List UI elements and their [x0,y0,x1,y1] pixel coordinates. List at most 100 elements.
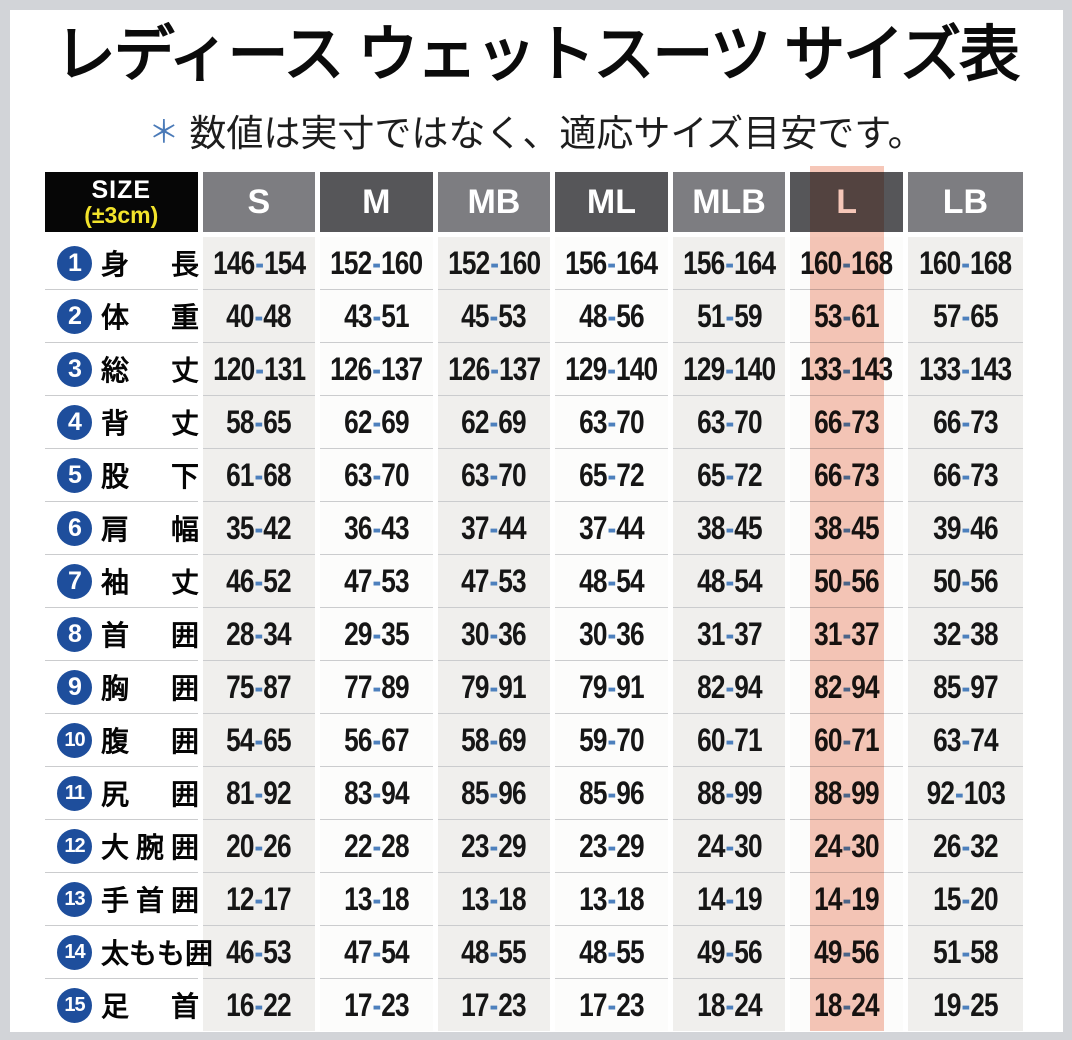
size-cell: 20-26 [197,819,318,873]
size-cell: 66-73 [902,395,1023,449]
column-header-M: M [315,172,436,237]
range-dash: - [842,562,852,599]
size-cell: 63-70 [667,395,788,449]
value-range: 129-140 [682,350,776,387]
value-range: 23-29 [461,827,527,864]
range-dash: - [607,880,617,917]
size-cell: 38-45 [785,501,906,555]
size-cell: 82-94 [667,660,788,714]
table-row: 1 身長 146-154 152-160 152-160 156-164 156-164 16… [45,234,1023,290]
row-label: 太もも囲 [101,938,214,969]
size-cell: 24-30 [785,819,906,873]
size-cell: 48-55 [432,925,553,979]
value-range: 47-53 [344,562,409,599]
value-range: 24-30 [696,827,762,864]
row-label: 袖丈 [101,567,199,598]
range-dash: - [725,668,734,705]
size-cell: 60-71 [667,713,788,767]
range-dash: - [961,456,970,493]
size-cell: 46-52 [197,554,318,608]
range-dash: - [489,774,499,811]
range-dash: - [725,403,734,440]
size-cell: 30-36 [432,607,553,661]
value-range: 18-24 [696,986,762,1023]
row-label: 足首 [101,991,199,1022]
range-dash: - [842,721,852,758]
size-cell: 126-137 [315,342,436,396]
row-number-badge: 9 [57,669,92,705]
size-cell: 75-87 [197,660,318,714]
value-range: 65-72 [579,456,644,493]
size-note: ＊ 数値は実寸ではなく、適応サイズ目安です。 [10,103,1063,157]
range-dash: - [961,297,970,334]
table-row: 12 大腕囲 20-26 22-28 23-29 23-29 24-30 24-30 26-32 [45,819,1023,873]
value-range: 35-42 [226,509,292,546]
value-range: 46-53 [226,933,292,970]
size-cell: 13-18 [550,872,671,926]
size-cell: 81-92 [197,766,318,820]
size-cell: 24-30 [667,819,788,873]
value-range: 85-96 [461,774,527,811]
value-range: 13-18 [461,880,527,917]
row-label: 身長 [101,249,199,280]
size-cell: 18-24 [667,978,788,1031]
range-dash: - [372,933,381,970]
range-dash: - [961,721,970,758]
range-dash: - [725,827,734,864]
size-cell: 88-99 [785,766,906,820]
table-row: 3 総丈 120-131 126-137 126-137 129-140 129-140 13… [45,342,1023,396]
value-range: 75-87 [226,668,292,705]
size-cell: 46-53 [197,925,318,979]
value-range: 146-154 [212,244,306,281]
size-cell: 47-54 [315,925,436,979]
value-range: 24-30 [814,827,879,864]
row-number-badge: 3 [57,351,92,387]
size-cell: 13-18 [432,872,553,926]
table-row: 8 首囲 28-34 29-35 30-36 30-36 31-37 31-37 32-38 [45,607,1023,661]
size-cell: 59-70 [550,713,671,767]
row-number-badge: 6 [57,510,92,546]
range-dash: - [489,933,499,970]
range-dash: - [954,774,964,811]
range-dash: - [842,774,852,811]
size-cell: 83-94 [315,766,436,820]
row-label: 腹囲 [101,726,199,757]
range-dash: - [489,721,499,758]
size-cell: 37-44 [550,501,671,555]
size-cell: 129-140 [550,342,671,396]
range-dash: - [489,562,499,599]
range-dash: - [607,721,617,758]
value-range: 133-143 [800,350,893,387]
size-cell: 65-72 [550,448,671,502]
size-cell: 43-51 [315,289,436,343]
range-dash: - [961,562,970,599]
value-range: 66-73 [814,456,879,493]
size-cell: 26-32 [902,819,1023,873]
value-range: 19-25 [933,986,998,1023]
value-range: 17-23 [461,986,527,1023]
size-cell: 40-48 [197,289,318,343]
size-cell: 152-160 [432,234,553,290]
range-dash: - [607,456,617,493]
range-dash: - [254,827,264,864]
range-dash: - [372,562,381,599]
range-dash: - [372,668,381,705]
value-range: 48-56 [579,297,644,334]
table-row: 11 尻囲 81-92 83-94 85-96 85-96 88-99 88-99 92-103 [45,766,1023,820]
size-cell: 19-25 [902,978,1023,1031]
size-cell: 56-67 [315,713,436,767]
table-row: 13 手首囲 12-17 13-18 13-18 13-18 14-19 14-19 15-20 [45,872,1023,926]
range-dash: - [842,933,852,970]
range-dash: - [607,403,617,440]
size-cell: 17-23 [315,978,436,1031]
note-asterisk: ＊ [148,115,180,150]
range-dash: - [725,615,734,652]
range-dash: - [372,350,381,387]
size-cell: 60-71 [785,713,906,767]
size-cell: 85-96 [550,766,671,820]
row-number-badge: 8 [57,616,92,652]
value-range: 30-36 [461,615,527,652]
range-dash: - [607,827,617,864]
value-range: 17-23 [579,986,644,1023]
table-row: 7 袖丈 46-52 47-53 47-53 48-54 48-54 50-56 50-56 [45,554,1023,608]
